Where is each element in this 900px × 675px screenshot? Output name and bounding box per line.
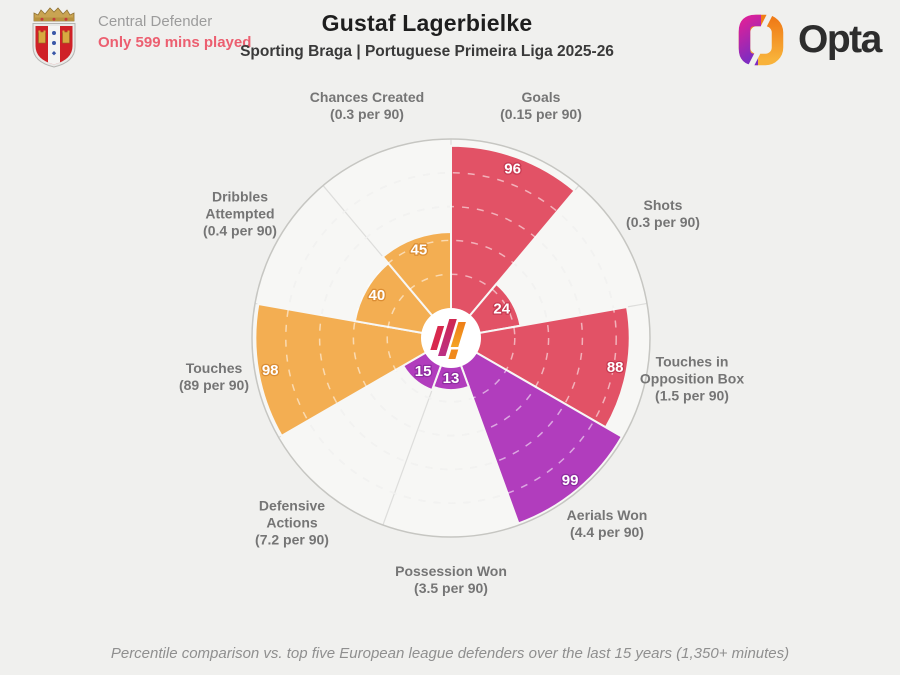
crest-crown-icon — [33, 7, 75, 22]
gridline-overlay-80 — [285, 172, 617, 504]
metric-name: Touches in Opposition Box — [639, 353, 745, 387]
chart-caption: Percentile comparison vs. top five Europ… — [110, 645, 790, 662]
opta-brand: Opta — [731, 8, 882, 70]
value-chances-created: 45 — [410, 242, 427, 259]
outer-ring — [251, 138, 651, 538]
metric-label-chances-created: Chances Created (0.3 per 90) — [287, 89, 447, 123]
metric-name: Dribbles Attempted — [205, 188, 275, 222]
club-league-subtitle: Sporting Braga | Portuguese Primeira Lig… — [240, 43, 614, 60]
opta-logo-icon — [738, 10, 784, 70]
metric-name: Possession Won — [395, 563, 507, 579]
minutes-played-note: Only 599 mins played — [98, 34, 252, 51]
value-possession-won: 13 — [443, 370, 460, 387]
metric-per90: (0.15 per 90) — [500, 106, 582, 122]
metric-label-shots: Shots (0.3 per 90) — [578, 197, 748, 231]
metric-label-touches-in-opposition-box: Touches in Opposition Box (1.5 per 90) — [632, 354, 752, 405]
player-role-block: Central Defender Only 599 mins played — [98, 11, 251, 53]
metric-label-dribbles-attempted: Dribbles Attempted (0.4 per 90) — [195, 189, 285, 240]
metric-per90: (0.3 per 90) — [330, 106, 404, 122]
metric-label-goals: Goals (0.15 per 90) — [456, 89, 626, 123]
metric-per90: (89 per 90) — [178, 377, 250, 393]
page-title: Gustaf Lagerbielke — [321, 10, 533, 36]
value-touches-in-opposition-box: 88 — [607, 359, 624, 376]
gridline-overlay-20 — [386, 273, 516, 403]
club-badge-sporting-braga — [32, 7, 76, 68]
title-block: Gustaf Lagerbielke Sporting Braga | Port… — [240, 10, 614, 61]
slice-chances-created — [381, 230, 452, 341]
value-defensive-actions: 15 — [415, 363, 432, 380]
metric-per90: (7.2 per 90) — [255, 531, 329, 548]
metric-name: Shots — [643, 197, 683, 213]
metric-per90: (3.5 per 90) — [414, 580, 488, 596]
slice-aerials-won — [449, 335, 624, 525]
metric-name: Aerials Won — [566, 507, 648, 523]
metric-per90: (0.3 per 90) — [626, 214, 700, 230]
slice-touches-in-opposition-box — [448, 305, 631, 429]
slice-dribbles-attempted — [353, 261, 454, 340]
metric-name: Defensive Actions — [258, 497, 326, 531]
value-aerials-won: 99 — [562, 472, 579, 489]
metric-name: Touches — [185, 360, 243, 376]
opta-slashes-logo — [421, 308, 481, 368]
slice-touches — [254, 302, 454, 438]
metric-label-possession-won: Possession Won (3.5 per 90) — [366, 563, 536, 597]
opta-wordmark: Opta — [798, 18, 882, 61]
value-goals: 96 — [504, 161, 521, 178]
metric-label-aerials-won: Aerials Won (4.4 per 90) — [522, 507, 692, 541]
crest-shield-icon — [32, 23, 76, 68]
player-position: Central Defender — [98, 13, 213, 30]
gridline-overlay-60 — [318, 205, 584, 471]
metric-per90: (1.5 per 90) — [655, 387, 729, 404]
metric-name: Chances Created — [309, 89, 425, 105]
value-dribbles-attempted: 40 — [369, 287, 386, 304]
metric-per90: (4.4 per 90) — [570, 524, 644, 540]
slice-goals — [450, 144, 576, 341]
metric-label-defensive-actions: Defensive Actions (7.2 per 90) — [247, 498, 337, 549]
metric-per90: (0.4 per 90) — [203, 222, 277, 239]
metric-label-touches: Touches (89 per 90) — [129, 360, 299, 394]
metric-name: Goals — [521, 89, 561, 105]
value-shots: 24 — [493, 301, 510, 318]
gridline-overlay-40 — [352, 239, 550, 437]
value-touches: 98 — [262, 362, 279, 379]
